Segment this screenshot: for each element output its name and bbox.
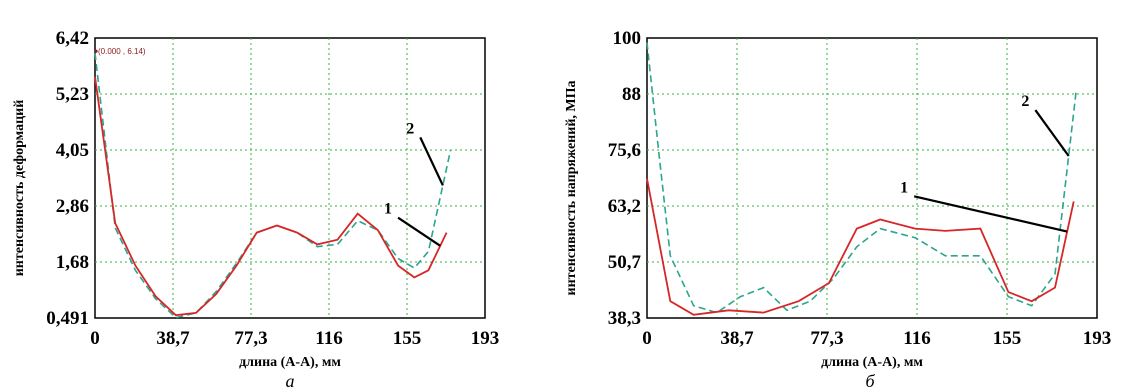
x-tick-label: 38,7: [720, 328, 754, 349]
plot-area-b: [646, 37, 1098, 319]
point-annotation: (0.000 , 6.14): [98, 47, 146, 56]
annotation-marker: [94, 49, 98, 53]
leader-line: [397, 216, 441, 247]
y-tick-label: 88: [622, 84, 641, 105]
ticks-a: 0 38,7 77,3 116 155 193 0,491 1,68 2,86 4,05 5,23 6…: [46, 28, 499, 349]
x-axis-title-b: длина (А-А), мм: [821, 355, 923, 370]
caption-a: а: [286, 371, 295, 391]
y-axis-title-a: интенсивность деформаций: [12, 100, 27, 277]
y-tick-label: 5,23: [56, 84, 89, 105]
x-axis-title-a: длина (А-А), мм: [239, 355, 341, 370]
y-tick-label: 50,7: [608, 252, 642, 273]
chart-b: 0 38,7 77,3 116 155 19338,350,763,275,688100 …: [564, 28, 1111, 391]
ticks-b: 0 38,7 77,3 116 155 193 38,3 50,7 63,2 75,6 88 100: [608, 28, 1112, 349]
leader-line: [913, 195, 1068, 233]
leader-line: [419, 136, 444, 186]
grid-a: [95, 38, 485, 318]
chart-a: 0 38,7 77,3 116 155 193 0,491 1,68 2,86 4,05 5,23 6…: [12, 28, 499, 391]
x-tick-label: 193: [471, 328, 500, 349]
y-tick-label: 63,2: [608, 196, 641, 217]
x-tick-label: 38,7: [156, 328, 190, 349]
x-tick-label: 193: [1083, 328, 1112, 349]
x-tick-label: 0: [642, 328, 652, 349]
series-line-2: [94, 53, 452, 319]
x-tick-label: 155: [393, 328, 422, 349]
series-line-2: [646, 42, 1077, 314]
caption-b: б: [865, 371, 875, 391]
curve-labels-b: 12: [900, 93, 1070, 233]
x-tick-label: 77,3: [810, 328, 843, 349]
leader-line: [1034, 109, 1070, 157]
y-tick-label: 6,42: [56, 28, 89, 49]
x-tick-label: 116: [315, 328, 342, 349]
x-tick-label: 77,3: [234, 328, 267, 349]
y-tick-label: 4,05: [56, 140, 89, 161]
curve-label: 2: [1021, 93, 1029, 110]
curve-labels-a: 21: [384, 120, 444, 247]
curve-label: 1: [384, 201, 392, 218]
y-tick-label: 75,6: [608, 140, 641, 161]
curve-label: 1: [900, 179, 908, 196]
x-tick-label: 116: [903, 328, 930, 349]
y-tick-label: 2,86: [56, 196, 89, 217]
series-group-b: [646, 42, 1077, 316]
x-tick-label: 155: [993, 328, 1022, 349]
y-tick-label: 100: [613, 28, 642, 49]
series-group-a: [94, 53, 452, 319]
grid-b: [647, 38, 1097, 318]
y-tick-label: 38,3: [608, 308, 641, 329]
y-tick-label: 1,68: [56, 252, 89, 273]
plot-area-a: [94, 37, 486, 319]
series-line-1: [646, 178, 1075, 316]
y-axis-title-b: интенсивность напряжений, МПа: [564, 81, 579, 296]
y-tick-label: 0,491: [46, 308, 89, 329]
curve-label: 2: [406, 120, 414, 137]
series-line-1: [94, 76, 448, 317]
x-tick-label: 0: [90, 328, 100, 349]
